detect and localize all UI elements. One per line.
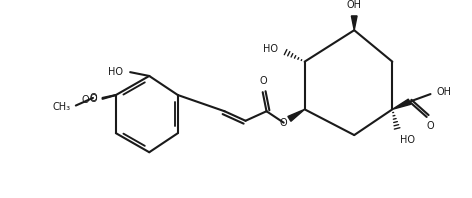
Text: O: O [89,94,97,104]
Polygon shape [392,99,411,109]
Text: OH: OH [436,87,451,97]
Polygon shape [288,109,304,121]
Text: HO: HO [400,135,415,145]
Text: O: O [280,118,287,128]
Text: HO: HO [263,44,278,54]
Text: O: O [89,93,97,103]
Text: O: O [82,95,89,105]
Text: HO: HO [108,67,123,77]
Text: O: O [260,76,268,87]
Polygon shape [351,16,357,30]
Text: CH₃: CH₃ [53,102,71,112]
Text: O: O [427,121,434,131]
Text: OH: OH [347,0,362,10]
